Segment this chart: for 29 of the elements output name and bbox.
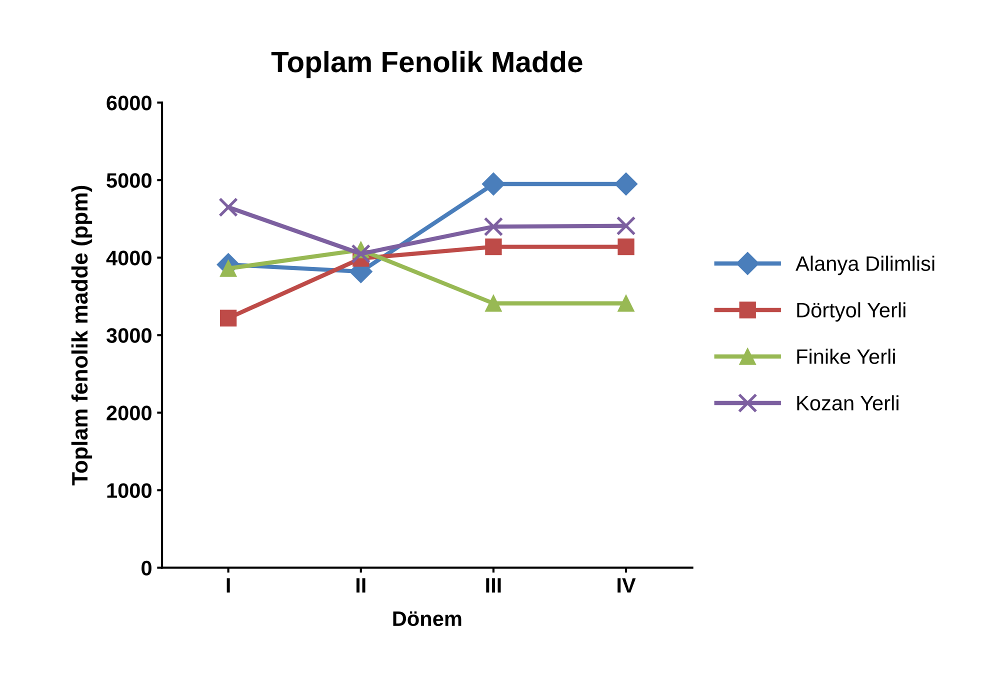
point [485,295,502,312]
point [484,216,504,236]
chart-title: Toplam Fenolik Madde [271,50,582,78]
x-tick-label: III [486,578,501,593]
point [220,310,237,326]
point [616,216,636,236]
y-tick-label: 5000 [106,173,152,188]
x-tick-label: II [356,578,366,593]
y-tick-label: 0 [142,560,152,576]
x-tick-label: IV [618,578,636,593]
point [351,244,371,264]
y-tick-label: 1000 [107,483,152,498]
legend-label: Dörtyol Yerli [797,302,906,322]
legend-label: Kozan Yerli [797,395,898,411]
y-tick-label: 4000 [106,250,152,266]
legend-label: Finike Yerli [797,348,895,364]
y-axis-title: Toplam fenolik madde (ppm) [71,186,92,486]
point [618,238,634,256]
point [218,198,238,217]
point [618,295,634,312]
point [482,172,505,196]
point [614,172,638,196]
x-axis-title: Dönem [393,611,462,626]
point [485,238,502,256]
x-tick-label: I [226,578,230,593]
y-tick-label: 6000 [106,96,152,110]
y-tick-label: 2000 [106,406,152,420]
y-tick-label: 3000 [106,328,152,343]
legend-label: Alanya Dilimlisi [796,256,934,276]
